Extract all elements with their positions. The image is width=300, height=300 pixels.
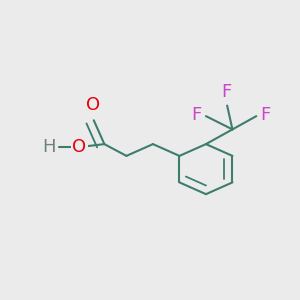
Text: O: O bbox=[72, 138, 86, 156]
Text: F: F bbox=[260, 106, 271, 124]
Text: H: H bbox=[42, 138, 56, 156]
Text: F: F bbox=[191, 106, 202, 124]
Text: O: O bbox=[85, 96, 100, 114]
Text: F: F bbox=[221, 83, 232, 101]
